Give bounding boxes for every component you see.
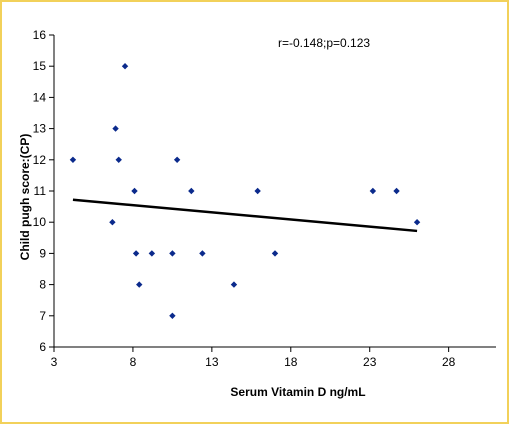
data-point xyxy=(369,187,377,195)
y-tick-label: 7 xyxy=(39,309,46,323)
data-point xyxy=(148,250,156,257)
y-tick-label: 8 xyxy=(39,278,46,292)
data-point xyxy=(169,312,176,319)
x-axis-title: Serum Vitamin D ng/mL xyxy=(230,385,365,399)
data-point xyxy=(254,187,261,195)
x-tick-label: 8 xyxy=(130,355,137,369)
y-tick-label: 9 xyxy=(39,246,46,260)
y-tick-label: 15 xyxy=(33,59,47,73)
data-point xyxy=(109,219,116,226)
trendline xyxy=(72,198,418,233)
data-point xyxy=(188,187,195,195)
y-tick-label: 13 xyxy=(33,122,47,136)
data-point xyxy=(393,187,400,195)
data-point xyxy=(169,250,176,257)
data-point xyxy=(136,281,143,288)
data-point xyxy=(271,250,279,257)
y-axis-title: Child pugh score:(CP) xyxy=(18,134,32,261)
data-point xyxy=(199,250,206,257)
x-tick-label: 28 xyxy=(442,355,456,369)
x-tick-label: 13 xyxy=(205,355,219,369)
data-point xyxy=(230,281,238,288)
y-tick-label: 14 xyxy=(33,90,47,104)
axes: 6 7 8 9 10 11 12 13 14 15 16 3 8 13 18 23 28 xyxy=(33,28,496,369)
data-point xyxy=(131,187,138,195)
data-point xyxy=(132,250,140,257)
x-tick-label: 23 xyxy=(363,355,377,369)
y-tick-label: 6 xyxy=(39,340,46,354)
correlation-annotation: r=-0.148;p=0.123 xyxy=(278,36,370,50)
data-point xyxy=(69,156,77,163)
x-tick-label: 18 xyxy=(284,355,298,369)
trendline-group xyxy=(72,198,418,233)
y-tick-label: 16 xyxy=(33,28,47,42)
data-point xyxy=(413,219,421,226)
y-tick-label: 11 xyxy=(34,184,47,198)
data-points xyxy=(69,63,421,319)
data-point xyxy=(121,63,129,70)
data-point xyxy=(112,125,119,132)
y-tick-label: 10 xyxy=(33,215,47,229)
x-tick-label: 3 xyxy=(51,355,58,369)
data-point xyxy=(115,156,122,163)
y-tick-label: 12 xyxy=(33,153,47,167)
data-point xyxy=(173,156,181,163)
